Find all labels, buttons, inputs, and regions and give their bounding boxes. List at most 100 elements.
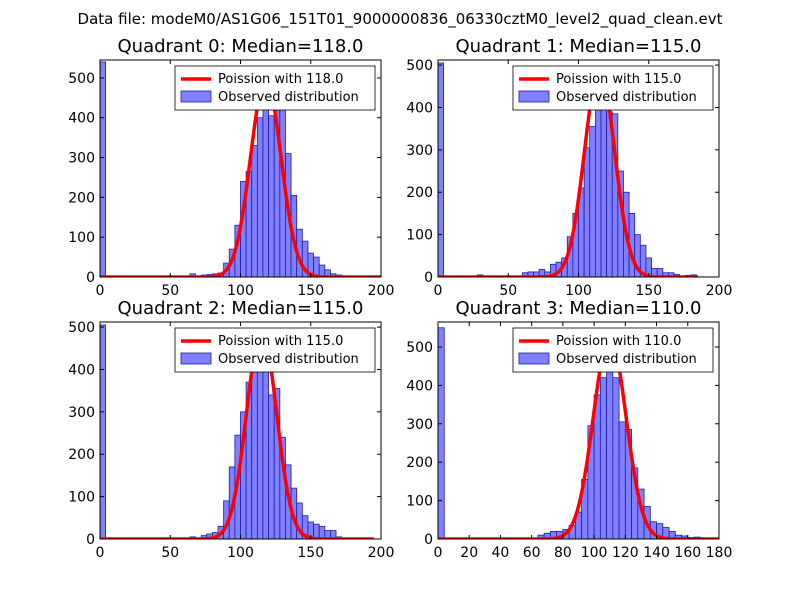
quadrant-2-ytick-label-3: 300 — [68, 405, 95, 421]
quadrant-3-legend-box — [512, 327, 714, 373]
quadrant-3-chart: Quadrant 3: Median=110.0 0 20 40 60 80 100 120… — [406, 298, 732, 561]
quadrant-3-axes-frame — [437, 321, 720, 540]
quadrant-2-legend-box — [174, 327, 376, 373]
quadrant-1-legend-observed-label: Observed distribution — [556, 90, 697, 105]
quadrant-0-bar-0 — [100, 61, 107, 277]
quadrant-2-bar-23 — [318, 525, 326, 539]
quadrant-1-xtick-label-4: 200 — [706, 283, 733, 299]
quadrant-1-ytick-label-5: 500 — [406, 58, 433, 74]
quadrant-3-ytick-label-0: 0 — [424, 532, 433, 548]
quadrant-1-ytick-label-2: 200 — [406, 185, 433, 201]
quadrant-2-ytick-label-0: 0 — [86, 532, 95, 548]
quadrant-3-legend-observed-swatch — [518, 352, 550, 365]
quadrant-3-xtick-label-4: 80 — [554, 545, 572, 561]
quadrant-0-ytick-label-3: 300 — [68, 151, 95, 167]
quadrant-0-chart: Quadrant 0: Median=118.0 0 50 100 150 200 0 10… — [68, 36, 394, 299]
quadrant-1-legend-poisson-label: Poission with 115.0 — [556, 72, 681, 87]
quadrant-2-legend-observed-swatch — [180, 352, 212, 365]
quadrant-0-ytick-label-2: 200 — [68, 190, 95, 206]
quadrant-0-bar-14 — [268, 115, 275, 277]
quadrant-3-title: Quadrant 3: Median=110.0 — [456, 298, 702, 319]
quadrant-2-bar-11 — [251, 349, 258, 539]
quadrant-1-xtick-label-3: 150 — [635, 283, 662, 299]
quadrant-3-xtick-label-2: 40 — [492, 545, 510, 561]
quadrant-3-legend-observed-label: Observed distribution — [556, 352, 697, 367]
quadrant-0-legend-box — [174, 65, 376, 111]
quadrant-0-xtick-label-2: 100 — [227, 283, 254, 299]
quadrant-1-ytick-label-3: 300 — [406, 143, 433, 159]
quadrant-0-ytick-label-0: 0 — [86, 270, 95, 286]
quadrant-3-bar-12 — [606, 363, 614, 539]
quadrant-3-xtick-label-6: 120 — [612, 545, 639, 561]
quadrant-2-xtick-label-3: 150 — [297, 545, 324, 561]
quadrant-0-bar-11 — [251, 145, 258, 277]
quadrant-2-legend-observed-label: Observed distribution — [218, 352, 359, 367]
quadrant-2-ytick-label-4: 400 — [68, 362, 95, 378]
quadrant-1-bar-13 — [583, 147, 591, 277]
quadrant-3-xtick-label-5: 100 — [581, 545, 608, 561]
quadrant-0-xtick-label-0: 0 — [96, 283, 105, 299]
quadrant-3-ytick-label-3: 300 — [406, 417, 433, 433]
quadrant-3-bar-13 — [612, 377, 620, 539]
quadrant-2-xtick-label-4: 200 — [368, 545, 395, 561]
quadrant-0-ytick-label-4: 400 — [68, 111, 95, 127]
quadrant-0-title: Quadrant 0: Median=118.0 — [118, 36, 364, 57]
quadrant-3-legend-poisson-label: Poission with 110.0 — [556, 334, 681, 349]
quadrant-0-legend-observed-label: Observed distribution — [218, 90, 359, 105]
quadrant-3-ytick-label-2: 200 — [406, 455, 433, 471]
quadrant-1-bar-16 — [600, 100, 607, 277]
quadrant-0-xtick-label-3: 150 — [297, 283, 324, 299]
quadrant-2-bar-22 — [313, 523, 320, 539]
quadrant-1-bar-24 — [645, 257, 652, 277]
quadrant-2-legend-poisson-label: Poission with 115.0 — [218, 334, 343, 349]
quadrant-3-xtick-label-0: 0 — [434, 545, 443, 561]
quadrant-1-ytick-label-4: 400 — [406, 100, 433, 116]
quadrant-0-xtick-label-1: 50 — [161, 283, 179, 299]
quadrant-3-bar-0 — [438, 327, 445, 539]
quadrant-0-xtick-label-4: 200 — [368, 283, 395, 299]
quadrant-2-bar-0 — [100, 324, 107, 539]
quadrant-3-ytick-label-5: 500 — [406, 340, 433, 356]
quadrant-1-legend-observed-swatch — [518, 90, 550, 103]
quadrant-2-bar-13 — [262, 356, 270, 539]
quadrant-2-xtick-label-0: 0 — [96, 545, 105, 561]
quadrant-2-ytick-label-5: 500 — [68, 320, 95, 336]
quadrant-1-title: Quadrant 1: Median=115.0 — [456, 36, 702, 57]
quadrant-0-plot-area: 0 50 100 150 200 0 100 200 300 400 500 — [68, 59, 395, 299]
quadrant-1-bar-15 — [594, 104, 602, 277]
quadrant-3-ytick-label-1: 100 — [406, 494, 433, 510]
quadrant-3-xtick-label-8: 160 — [674, 545, 701, 561]
quadrant-2-ytick-label-2: 200 — [68, 447, 95, 463]
quadrant-0-legend: Poission with 118.0 Observed distributio… — [174, 65, 376, 111]
quadrant-2-legend: Poission with 115.0 Observed distributio… — [174, 327, 376, 373]
quadrant-1-xtick-label-0: 0 — [434, 283, 443, 299]
quadrant-1-legend-box — [512, 65, 714, 111]
quadrant-1-legend: Poission with 115.0 Observed distributio… — [512, 65, 714, 111]
quadrant-3-legend: Poission with 110.0 Observed distributio… — [512, 327, 714, 373]
quadrant-3-bar-11 — [599, 377, 607, 539]
quadrant-0-bar-13 — [262, 97, 270, 277]
quadrant-0-bar-12 — [256, 117, 264, 277]
quadrant-1-xtick-label-2: 100 — [565, 283, 592, 299]
quadrant-1-bar-14 — [589, 126, 596, 277]
quadrant-2-bar-25 — [330, 530, 337, 539]
quadrant-2-plot-area: 0 50 100 150 200 0 100 200 300 400 500 — [68, 320, 394, 561]
quadrant-2-ytick-label-1: 100 — [68, 490, 95, 506]
quadrant-3-ytick-label-4: 400 — [406, 378, 433, 394]
quadrant-1-bar-0 — [438, 62, 445, 277]
quadrant-3-xtick-label-3: 60 — [523, 545, 541, 561]
quadrant-0-legend-poisson-label: Poission with 118.0 — [218, 72, 343, 87]
quadrant-2-xtick-label-2: 100 — [227, 545, 254, 561]
quadrant-1-ytick-label-0: 0 — [424, 270, 433, 286]
quadrant-1-plot-area: 0 50 100 150 200 0 100 200 300 400 500 — [406, 58, 732, 299]
quadrant-1-chart: Quadrant 1: Median=115.0 0 50 100 150 200 0 10… — [406, 36, 732, 299]
quadrant-2-title: Quadrant 2: Median=115.0 — [118, 298, 364, 319]
quadrant-0-ytick-label-5: 500 — [68, 71, 95, 87]
quadrant-3-xtick-label-7: 140 — [643, 545, 670, 561]
quadrant-1-xtick-label-1: 50 — [499, 283, 517, 299]
quadrant-1-ytick-label-1: 100 — [406, 228, 433, 244]
quadrant-3-bar-14 — [618, 421, 626, 539]
quadrant-2-chart: Quadrant 2: Median=115.0 0 50 100 150 200 0 10… — [68, 298, 394, 561]
